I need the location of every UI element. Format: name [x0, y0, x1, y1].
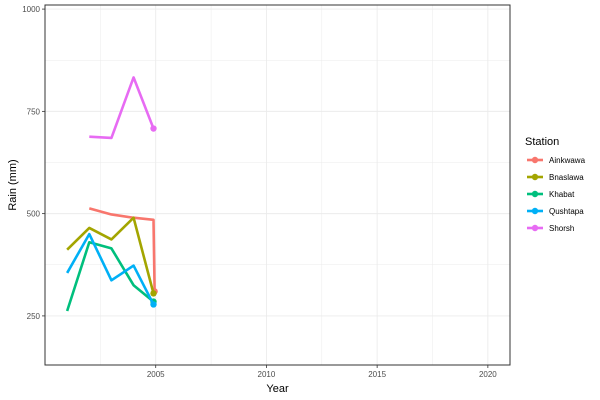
- series-line: [89, 76, 155, 140]
- legend-marker: [531, 224, 539, 232]
- x-tick-label: 2005: [147, 370, 165, 379]
- series-bnaslawa: [66, 216, 157, 297]
- legend-marker: [531, 173, 539, 181]
- x-tick-label: 2010: [258, 370, 276, 379]
- legend-item: Bnaslawa: [527, 173, 584, 182]
- series-line: [66, 232, 155, 306]
- series-end-point: [150, 290, 157, 297]
- x-axis-title: Year: [266, 383, 289, 395]
- y-axis: 250 500 750 1000: [22, 5, 45, 321]
- series-line: [66, 216, 155, 294]
- x-tick-label: 2020: [479, 370, 497, 379]
- series-layer: [65, 76, 158, 312]
- legend-label: Qushtapa: [549, 207, 584, 216]
- legend-item: Ainkwawa: [527, 156, 586, 165]
- series-line: [65, 240, 155, 312]
- legend-marker: [531, 207, 539, 215]
- series-ainkwawa: [88, 207, 158, 295]
- y-tick-label: 750: [27, 107, 41, 116]
- legend-label: Khabat: [549, 190, 575, 199]
- legend-label: Bnaslawa: [549, 173, 584, 182]
- legend-marker: [531, 190, 539, 198]
- legend-item: Khabat: [527, 190, 575, 199]
- legend-item: Shorsh: [527, 224, 574, 233]
- x-axis: 2005 2010 2015 2020: [147, 365, 497, 379]
- series-end-point: [150, 125, 157, 132]
- y-tick-label: 500: [27, 210, 41, 219]
- legend-marker: [531, 156, 539, 164]
- legend-title: Station: [525, 136, 559, 148]
- series-shorsh: [89, 76, 157, 140]
- series-end-point: [150, 301, 157, 308]
- y-axis-title: Rain (mm): [7, 159, 19, 210]
- x-tick-label: 2015: [368, 370, 386, 379]
- plot-border: [44, 4, 511, 366]
- series-qushtapa: [66, 232, 157, 308]
- legend-item: Qushtapa: [527, 207, 584, 216]
- series-line: [88, 207, 156, 292]
- legend-label: Shorsh: [549, 224, 574, 233]
- legend: Station Ainkwawa Bnaslawa Khabat Qushtapa Sh…: [525, 136, 586, 233]
- y-tick-label: 250: [27, 312, 41, 321]
- y-tick-label: 1000: [22, 5, 40, 14]
- grid: [45, 5, 510, 365]
- legend-label: Ainkwawa: [549, 156, 586, 165]
